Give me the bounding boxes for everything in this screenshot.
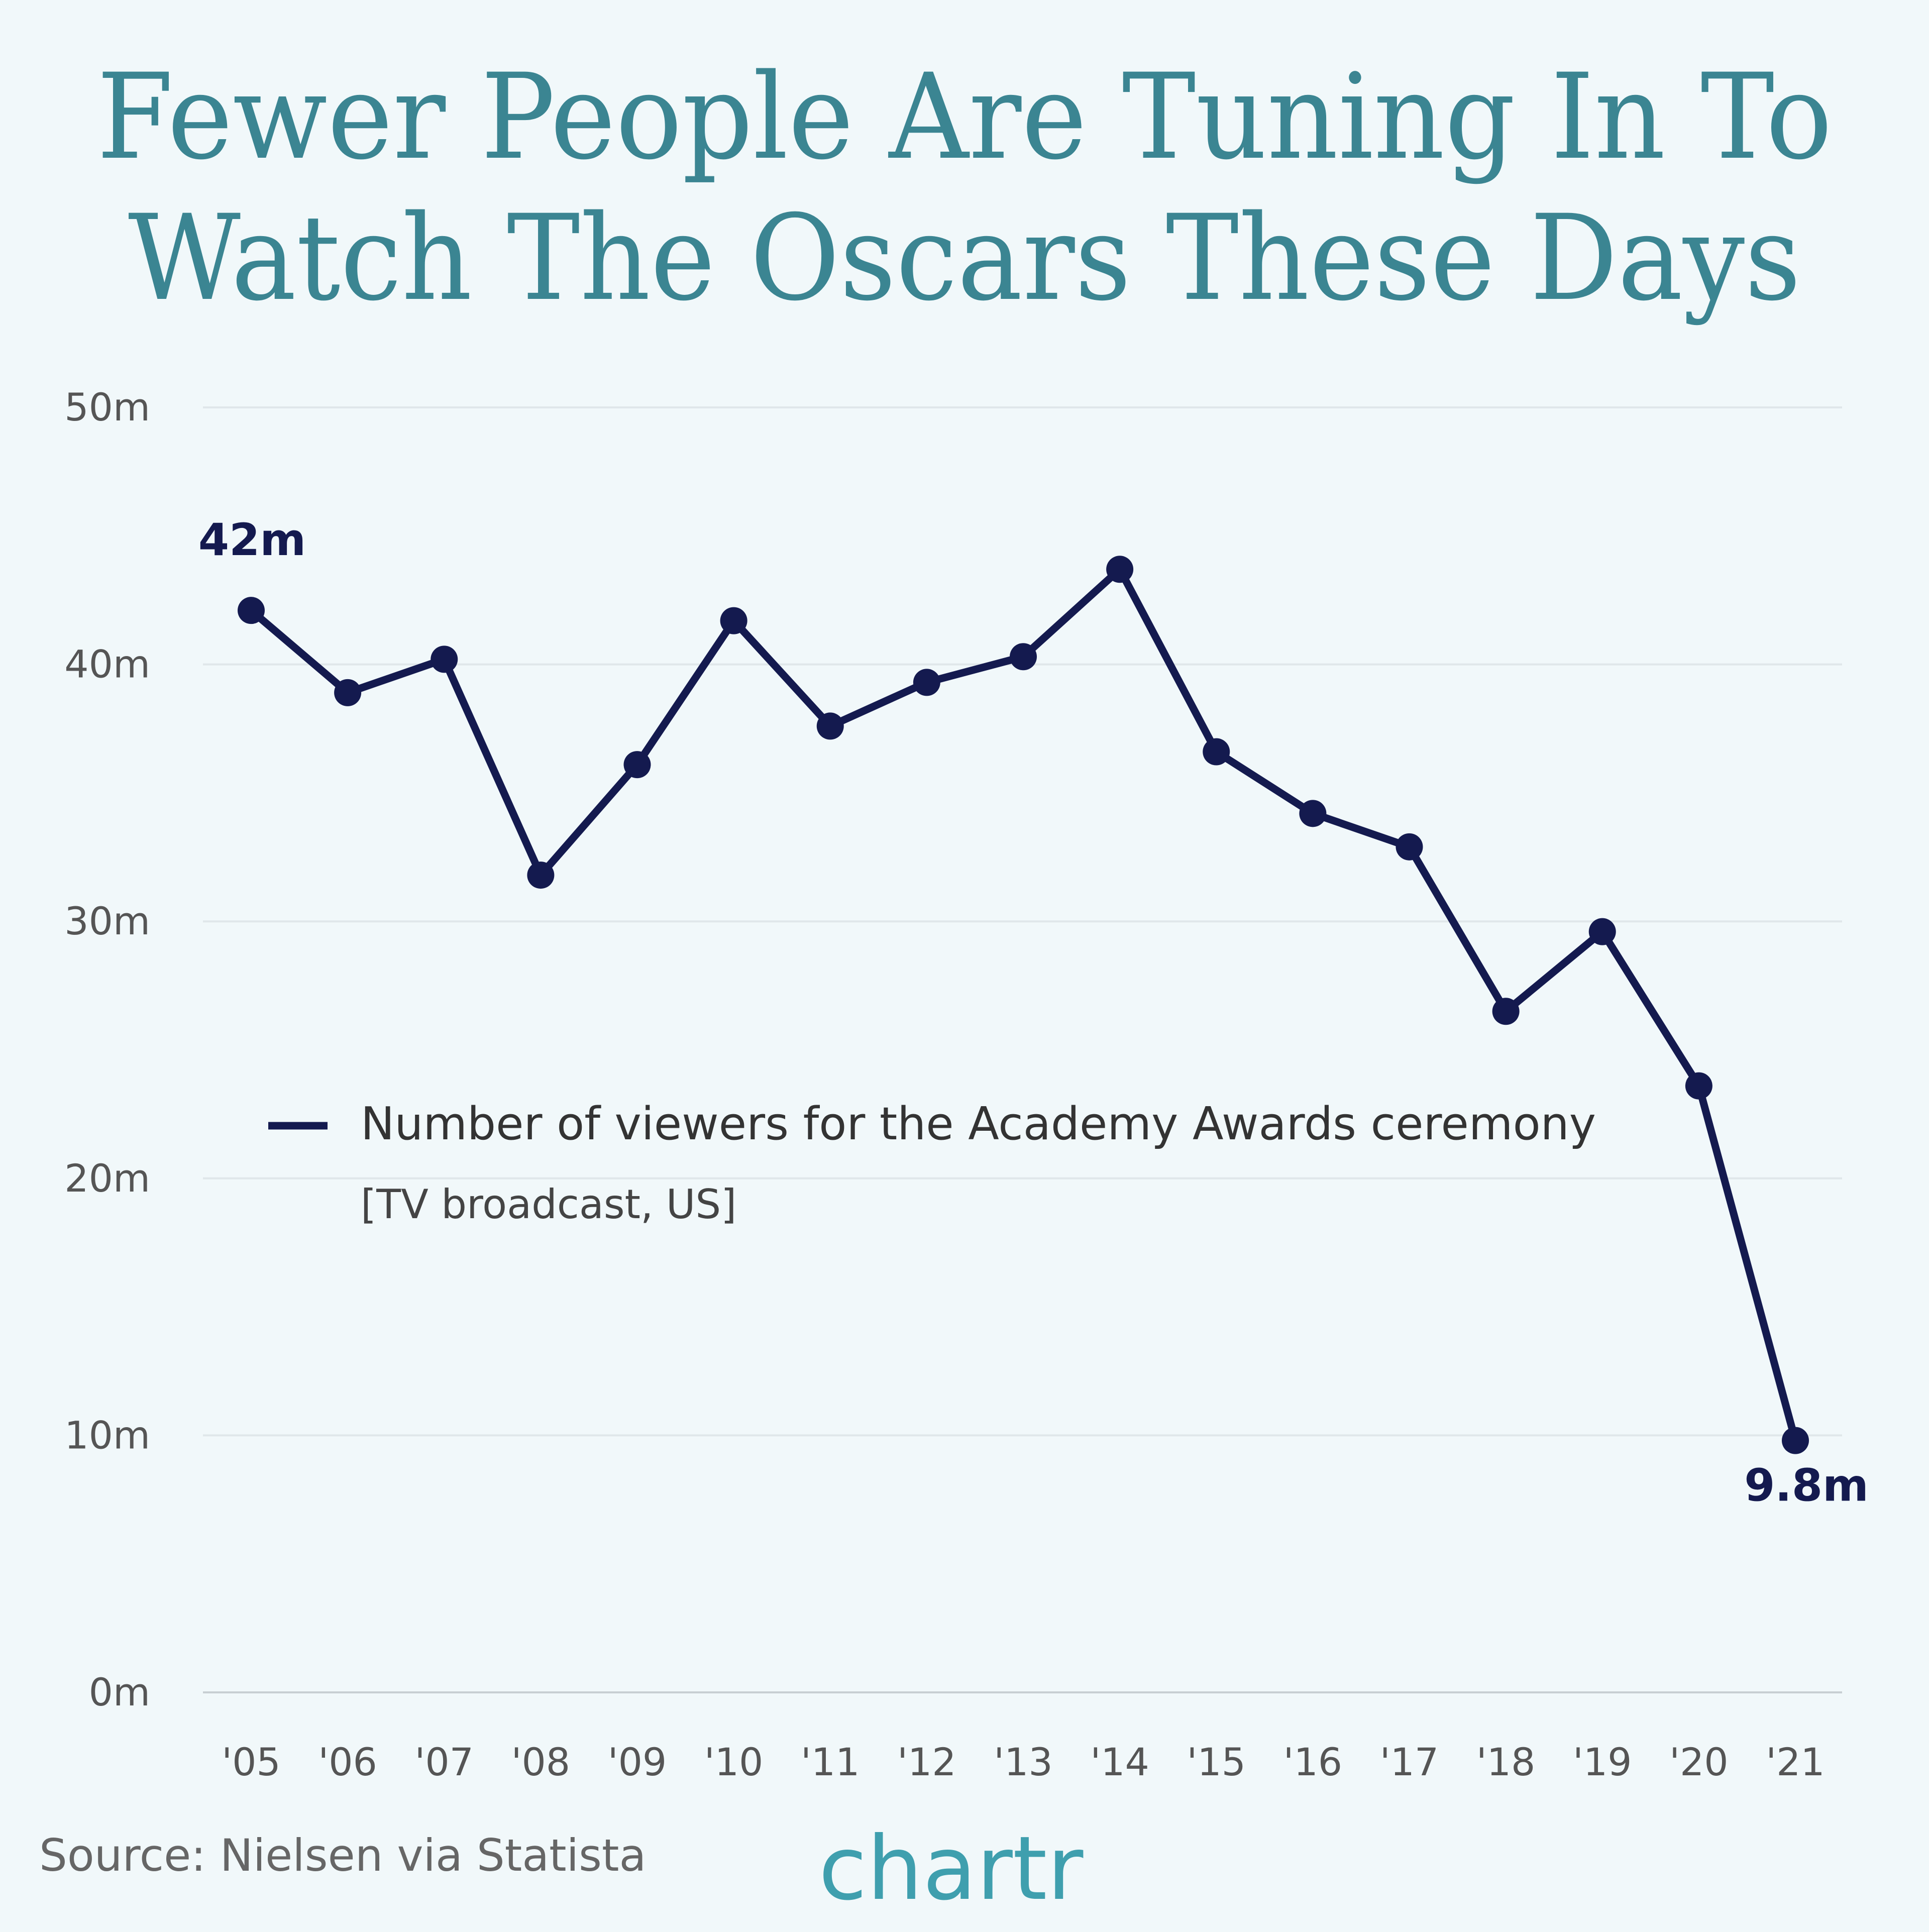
- x-tick-label: '07: [414, 1740, 474, 1784]
- x-tick-label: '17: [1380, 1740, 1439, 1784]
- x-tick-label: '11: [801, 1740, 860, 1784]
- x-tick-label: '12: [897, 1740, 956, 1784]
- data-point: [1588, 918, 1616, 945]
- x-tick-label: '10: [704, 1740, 764, 1784]
- y-tick-label: 10m: [64, 1413, 150, 1457]
- data-point: [527, 862, 555, 889]
- data-point: [816, 712, 844, 740]
- x-tick-label: '05: [222, 1740, 281, 1784]
- x-tick-label: '19: [1573, 1740, 1632, 1784]
- data-point: [623, 751, 651, 779]
- x-tick-label: '16: [1283, 1740, 1343, 1784]
- value-label: 9.8m: [1744, 1460, 1869, 1512]
- data-point: [1685, 1072, 1712, 1100]
- x-tick-label: '13: [994, 1740, 1053, 1784]
- data-point: [720, 607, 747, 634]
- data-point: [1299, 800, 1327, 827]
- legend-label: Number of viewers for the Academy Awards…: [361, 1098, 1596, 1150]
- y-tick-label: 20m: [64, 1156, 150, 1201]
- brand-logo: chartr: [819, 1818, 1084, 1920]
- x-tick-label: '15: [1187, 1740, 1246, 1784]
- subtitle: [TV broadcast, US]: [361, 1181, 736, 1228]
- data-point: [1492, 998, 1520, 1025]
- x-tick-label: '08: [511, 1740, 571, 1784]
- x-tick-label: '21: [1766, 1740, 1825, 1784]
- x-tick-label: '18: [1476, 1740, 1536, 1784]
- data-point: [913, 669, 940, 696]
- value-label: 42m: [198, 514, 306, 566]
- x-tick-label: '20: [1669, 1740, 1729, 1784]
- chart-title: Watch The Oscars These Days: [128, 190, 1801, 327]
- x-tick-label: '14: [1090, 1740, 1149, 1784]
- data-point: [334, 679, 362, 706]
- data-point: [1396, 833, 1423, 861]
- data-point: [1782, 1427, 1809, 1454]
- data-point: [1203, 738, 1230, 766]
- source: Source: Nielsen via Statista: [39, 1830, 646, 1881]
- data-point: [431, 646, 458, 673]
- data-point: [1106, 556, 1134, 583]
- y-tick-label: 0m: [89, 1670, 150, 1714]
- x-tick-label: '09: [608, 1740, 667, 1784]
- y-tick-label: 50m: [64, 385, 150, 430]
- data-point: [238, 597, 265, 624]
- data-point: [1010, 643, 1037, 671]
- y-tick-label: 40m: [64, 642, 150, 687]
- x-tick-label: '06: [318, 1740, 377, 1784]
- y-tick-label: 30m: [64, 899, 150, 943]
- chart-title: Fewer People Are Tuning In To: [97, 49, 1833, 186]
